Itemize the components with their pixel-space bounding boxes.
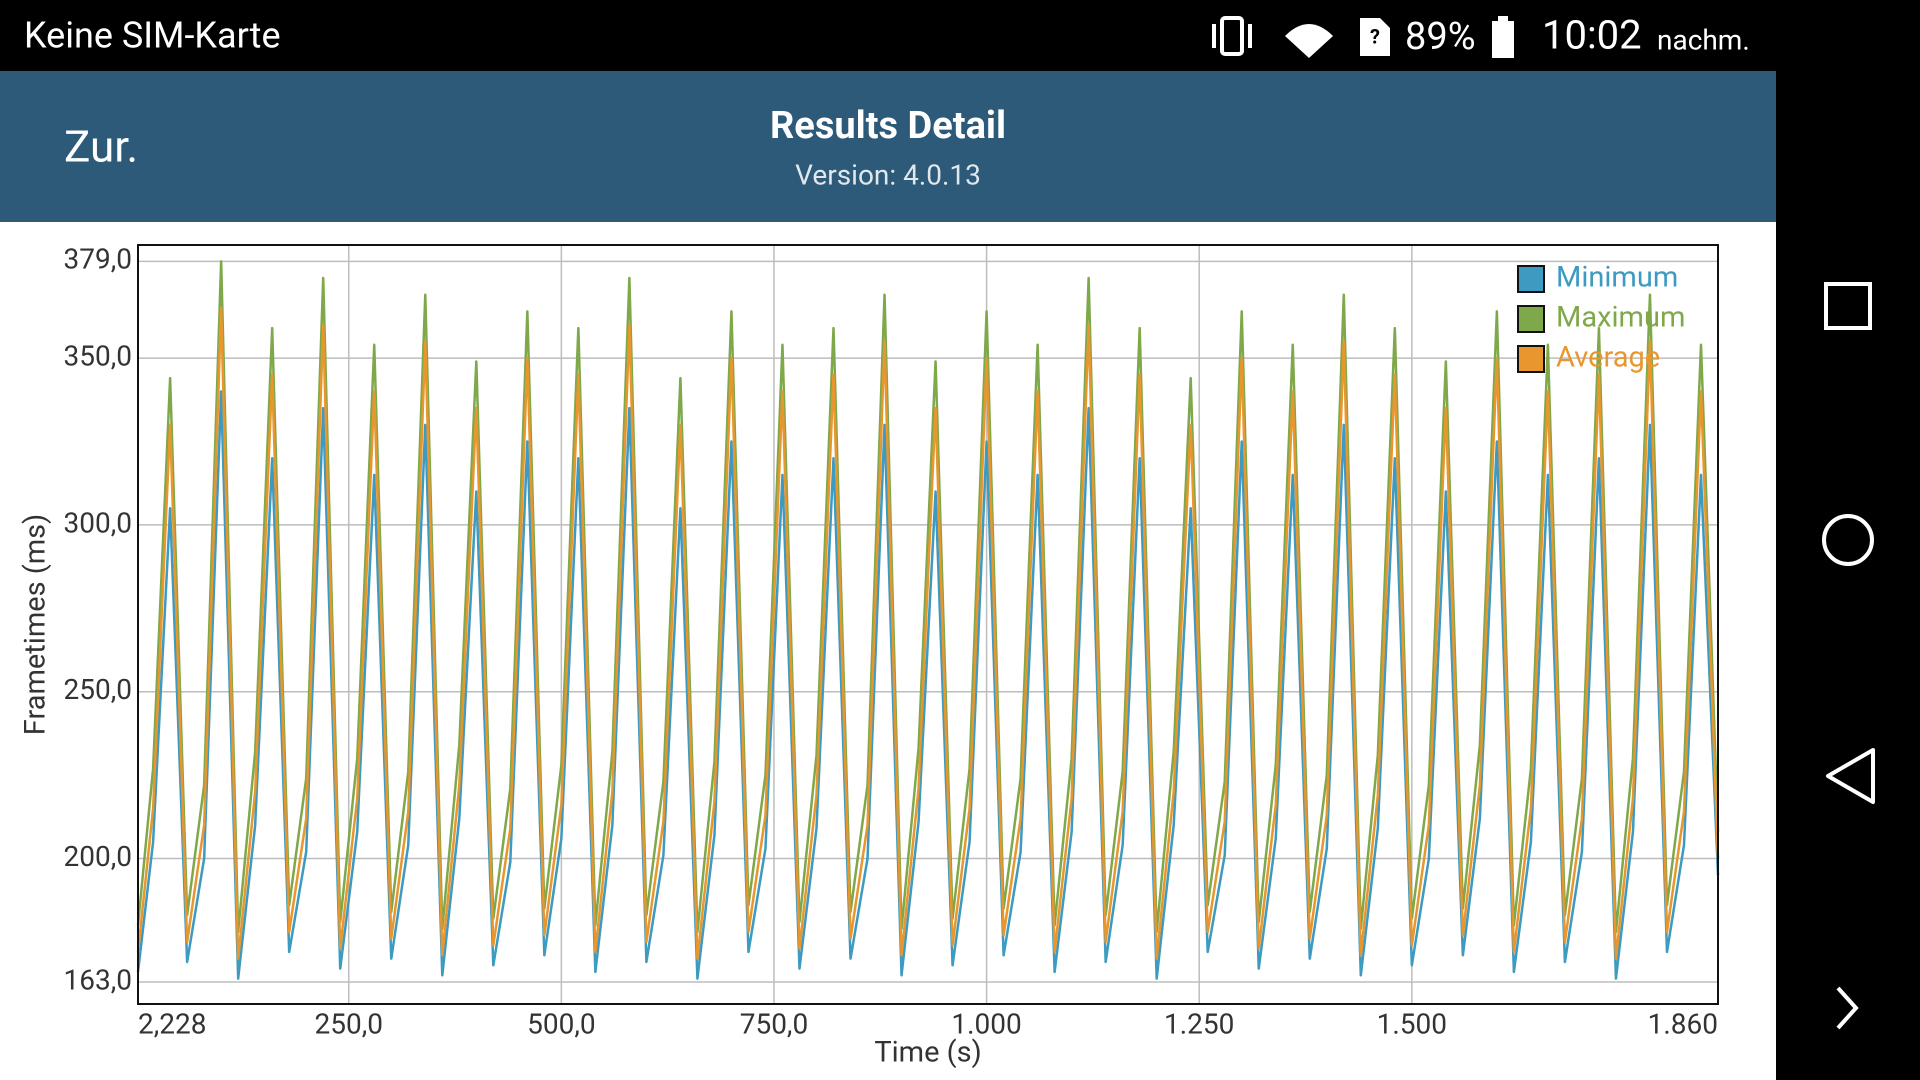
y-axis-label: Frametimes (ms)	[19, 514, 53, 735]
y-tick-label: 200,0	[64, 840, 132, 873]
legend-label: Minimum	[1556, 261, 1678, 295]
y-tick-label: 300,0	[64, 506, 132, 539]
y-tick-label: 163,0	[64, 963, 132, 996]
back-button[interactable]: Zur.	[64, 121, 138, 173]
x-tick-label: 2,228	[138, 1007, 206, 1040]
y-tick-label: 250,0	[64, 673, 132, 706]
home-button[interactable]	[1822, 514, 1874, 566]
status-bar	[0, 0, 1920, 71]
x-tick-label: 1.860	[1648, 1007, 1718, 1040]
clock-period: nachm.	[1657, 23, 1750, 56]
legend-swatch	[1517, 265, 1545, 293]
recents-button[interactable]	[1824, 282, 1872, 330]
battery-icon	[1492, 16, 1514, 58]
x-axis-label: Time (s)	[874, 1036, 981, 1070]
series-line	[136, 390, 1720, 980]
x-tick-label: 1.500	[1377, 1007, 1447, 1040]
legend-swatch	[1517, 305, 1545, 333]
x-tick-label: 1.000	[951, 1007, 1021, 1040]
x-tick-label: 750,0	[740, 1007, 808, 1040]
x-tick-label: 1.250	[1164, 1007, 1234, 1040]
vibrate-icon	[1212, 16, 1252, 56]
x-tick-label: 500,0	[527, 1007, 595, 1040]
legend-label: Average	[1556, 341, 1660, 375]
svg-text:?: ?	[1370, 24, 1380, 48]
chart: 163,0 200,0 250,0 300,0 350,0 379,0 2,228 250,0…	[19, 243, 1720, 1070]
app-subtitle: Version: 4.0.13	[795, 158, 981, 191]
app-bar	[0, 71, 1776, 222]
plot-frame	[137, 244, 1719, 1005]
x-tick-label: 250,0	[314, 1007, 382, 1040]
nav-bar	[1776, 71, 1920, 1080]
battery-percent: 89%	[1405, 15, 1476, 59]
expand-button[interactable]	[1836, 986, 1859, 1030]
y-tick-label: 379,0	[64, 243, 132, 276]
app-title: Results Detail	[770, 104, 1006, 148]
back-nav-button[interactable]	[1826, 748, 1875, 804]
y-tick-label: 350,0	[64, 339, 132, 372]
sim-icon: ?	[1360, 18, 1390, 56]
carrier: Keine SIM-Karte	[24, 15, 281, 57]
series-line	[136, 306, 1720, 960]
clock: 10:02	[1542, 12, 1642, 59]
legend-swatch	[1517, 345, 1545, 373]
wifi-icon	[1285, 24, 1333, 58]
legend-label: Maximum	[1556, 301, 1685, 335]
